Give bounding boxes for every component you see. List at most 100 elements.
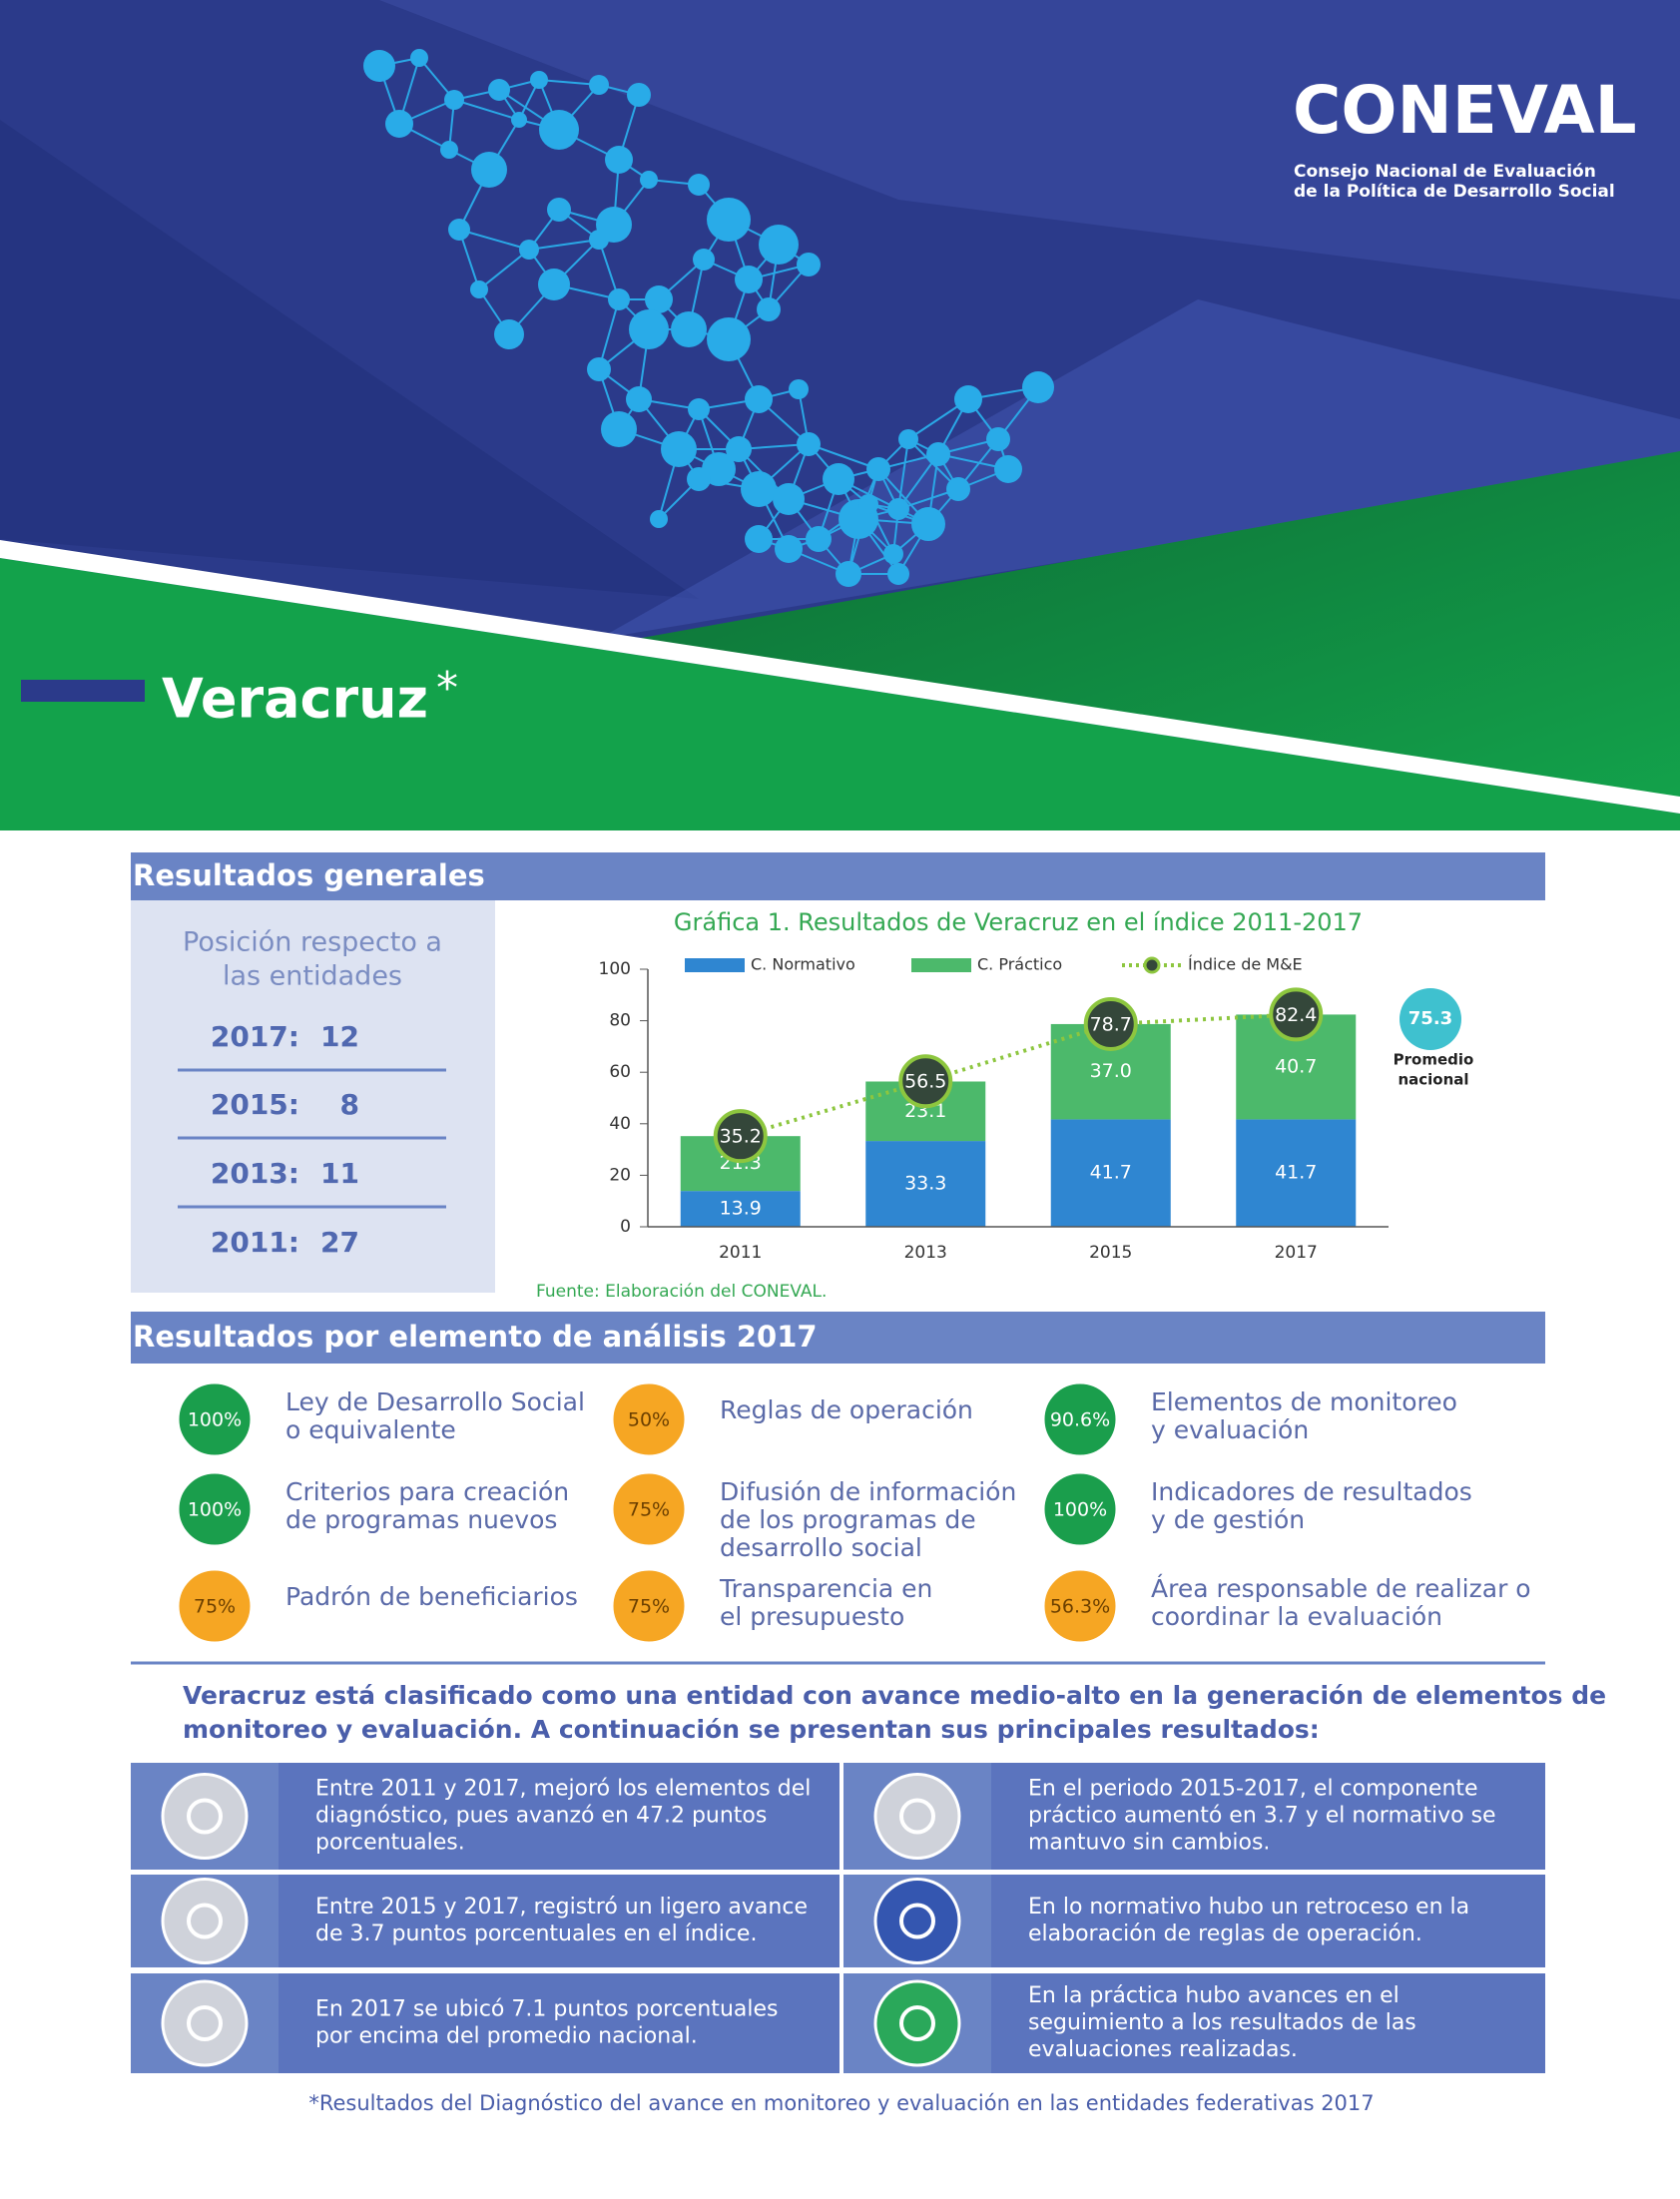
finding-text: Entre 2015 y 2017, registró un ligero av… bbox=[315, 1895, 808, 1920]
element-text: y evaluación bbox=[1151, 1415, 1309, 1444]
map-node bbox=[519, 240, 539, 260]
index-label: 82.4 bbox=[1275, 1004, 1317, 1026]
finding-text: seguimiento a los resultados de las bbox=[1028, 2010, 1416, 2035]
element-value: 100% bbox=[188, 1409, 242, 1431]
map-node bbox=[745, 525, 773, 553]
map-node bbox=[596, 207, 632, 243]
map-node bbox=[735, 266, 763, 293]
section-bar bbox=[131, 1312, 1545, 1364]
map-node bbox=[511, 112, 527, 128]
map-node bbox=[688, 398, 710, 420]
legend-swatch bbox=[685, 958, 745, 972]
position-year: 2017: bbox=[211, 1020, 299, 1053]
map-node bbox=[759, 225, 799, 265]
map-node bbox=[671, 311, 707, 347]
element-badge bbox=[176, 1380, 254, 1458]
bar-label: 33.3 bbox=[904, 1173, 946, 1195]
element-text: de programas nuevos bbox=[285, 1505, 557, 1534]
logo-line: de la Política de Desarrollo Social bbox=[1294, 182, 1615, 202]
map-node bbox=[589, 75, 609, 95]
finding-text: porcentuales. bbox=[315, 1831, 465, 1856]
map-node bbox=[650, 510, 668, 528]
element-text: Criterios para creación bbox=[285, 1477, 569, 1506]
element-text: el presupuesto bbox=[720, 1602, 904, 1631]
section-title: Resultados por elemento de análisis 2017 bbox=[133, 1320, 818, 1354]
map-node bbox=[789, 379, 809, 399]
map-link bbox=[808, 443, 879, 470]
index-marker bbox=[1269, 987, 1324, 1042]
map-node bbox=[954, 385, 982, 413]
finding-text: de 3.7 puntos porcentuales en el índice. bbox=[315, 1922, 757, 1946]
index-marker bbox=[898, 1054, 953, 1109]
map-node bbox=[530, 71, 548, 89]
map-node bbox=[440, 141, 458, 159]
map-link bbox=[458, 229, 530, 251]
element-value: 75% bbox=[628, 1596, 670, 1618]
chart-source: Fuente: Elaboración del CONEVAL. bbox=[536, 1282, 827, 1302]
y-tick-label: 60 bbox=[609, 1062, 631, 1082]
bar-segment bbox=[1236, 1119, 1357, 1227]
finding-text: elaboración de reglas de operación. bbox=[1028, 1922, 1422, 1946]
element-text: de los programas de bbox=[720, 1505, 976, 1534]
national-average-label: nacional bbox=[1398, 1071, 1468, 1089]
element-value: 100% bbox=[1053, 1499, 1107, 1521]
y-tick-label: 80 bbox=[609, 1011, 631, 1031]
summary-text: monitoreo y evaluación. A continuación s… bbox=[183, 1715, 1320, 1744]
map-node bbox=[693, 249, 715, 271]
map-node bbox=[605, 146, 633, 174]
map-node bbox=[470, 280, 488, 298]
element-text: Elementos de monitoreo bbox=[1151, 1387, 1457, 1416]
finding-icon bbox=[873, 1773, 961, 1860]
map-node bbox=[687, 467, 711, 491]
legend-swatch bbox=[1143, 956, 1161, 974]
finding-icon bbox=[873, 1979, 961, 2067]
y-tick-label: 20 bbox=[609, 1165, 631, 1185]
element-badge bbox=[610, 1380, 688, 1458]
element-text: o equivalente bbox=[285, 1415, 456, 1444]
finding-text: mantuvo sin cambios. bbox=[1028, 1831, 1270, 1856]
finding-text: evaluaciones realizadas. bbox=[1028, 2037, 1298, 2062]
map-node bbox=[494, 319, 524, 349]
legend-label: C. Normativo bbox=[751, 955, 855, 974]
element-text: Ley de Desarrollo Social bbox=[285, 1387, 585, 1416]
element-value: 90.6% bbox=[1050, 1409, 1110, 1431]
white-stripe bbox=[0, 540, 1680, 814]
map-node bbox=[883, 544, 903, 564]
green-shape bbox=[603, 451, 1680, 803]
element-text: Padrón de beneficiarios bbox=[285, 1582, 578, 1611]
finding-text: En el periodo 2015-2017, el componente bbox=[1028, 1777, 1478, 1802]
map-node bbox=[707, 198, 751, 242]
finding-text: En 2017 se ubicó 7.1 puntos porcentuales bbox=[315, 1997, 778, 2022]
map-node bbox=[775, 535, 803, 563]
summary-text: Veracruz está clasificado como una entid… bbox=[183, 1681, 1606, 1710]
element-value: 56.3% bbox=[1050, 1596, 1110, 1618]
footnote: *Resultados del Diagnóstico del avance e… bbox=[308, 2091, 1374, 2115]
finding-icon-glyph bbox=[899, 2005, 935, 2041]
bar-segment bbox=[680, 1191, 801, 1227]
map-node bbox=[926, 442, 950, 466]
position-rank: 12 bbox=[320, 1020, 359, 1053]
bar-segment bbox=[1050, 1119, 1171, 1227]
bg-shape bbox=[599, 299, 1680, 639]
state-title: Veracruz bbox=[162, 668, 428, 731]
map-node bbox=[601, 411, 637, 447]
index-label: 56.5 bbox=[904, 1071, 946, 1093]
map-node bbox=[688, 174, 710, 196]
position-rank: 11 bbox=[320, 1157, 359, 1190]
finding-text: por encima del promedio nacional. bbox=[315, 2024, 698, 2049]
map-node bbox=[887, 498, 909, 520]
finding-text: diagnóstico, pues avanzó en 47.2 puntos bbox=[315, 1804, 767, 1829]
logo-line: Consejo Nacional de Evaluación bbox=[1294, 162, 1596, 182]
y-tick-label: 40 bbox=[609, 1114, 631, 1134]
position-box bbox=[131, 900, 495, 1293]
map-node bbox=[629, 309, 669, 349]
position-rank: 8 bbox=[340, 1088, 359, 1121]
map-node bbox=[587, 357, 611, 381]
national-average-value: 75.3 bbox=[1408, 1008, 1452, 1029]
element-text: coordinar la evaluación bbox=[1151, 1602, 1442, 1631]
map-node bbox=[806, 526, 832, 552]
x-tick-label: 2013 bbox=[904, 1243, 947, 1263]
map-node bbox=[363, 50, 395, 82]
element-text: Área responsable de realizar o bbox=[1151, 1574, 1531, 1603]
